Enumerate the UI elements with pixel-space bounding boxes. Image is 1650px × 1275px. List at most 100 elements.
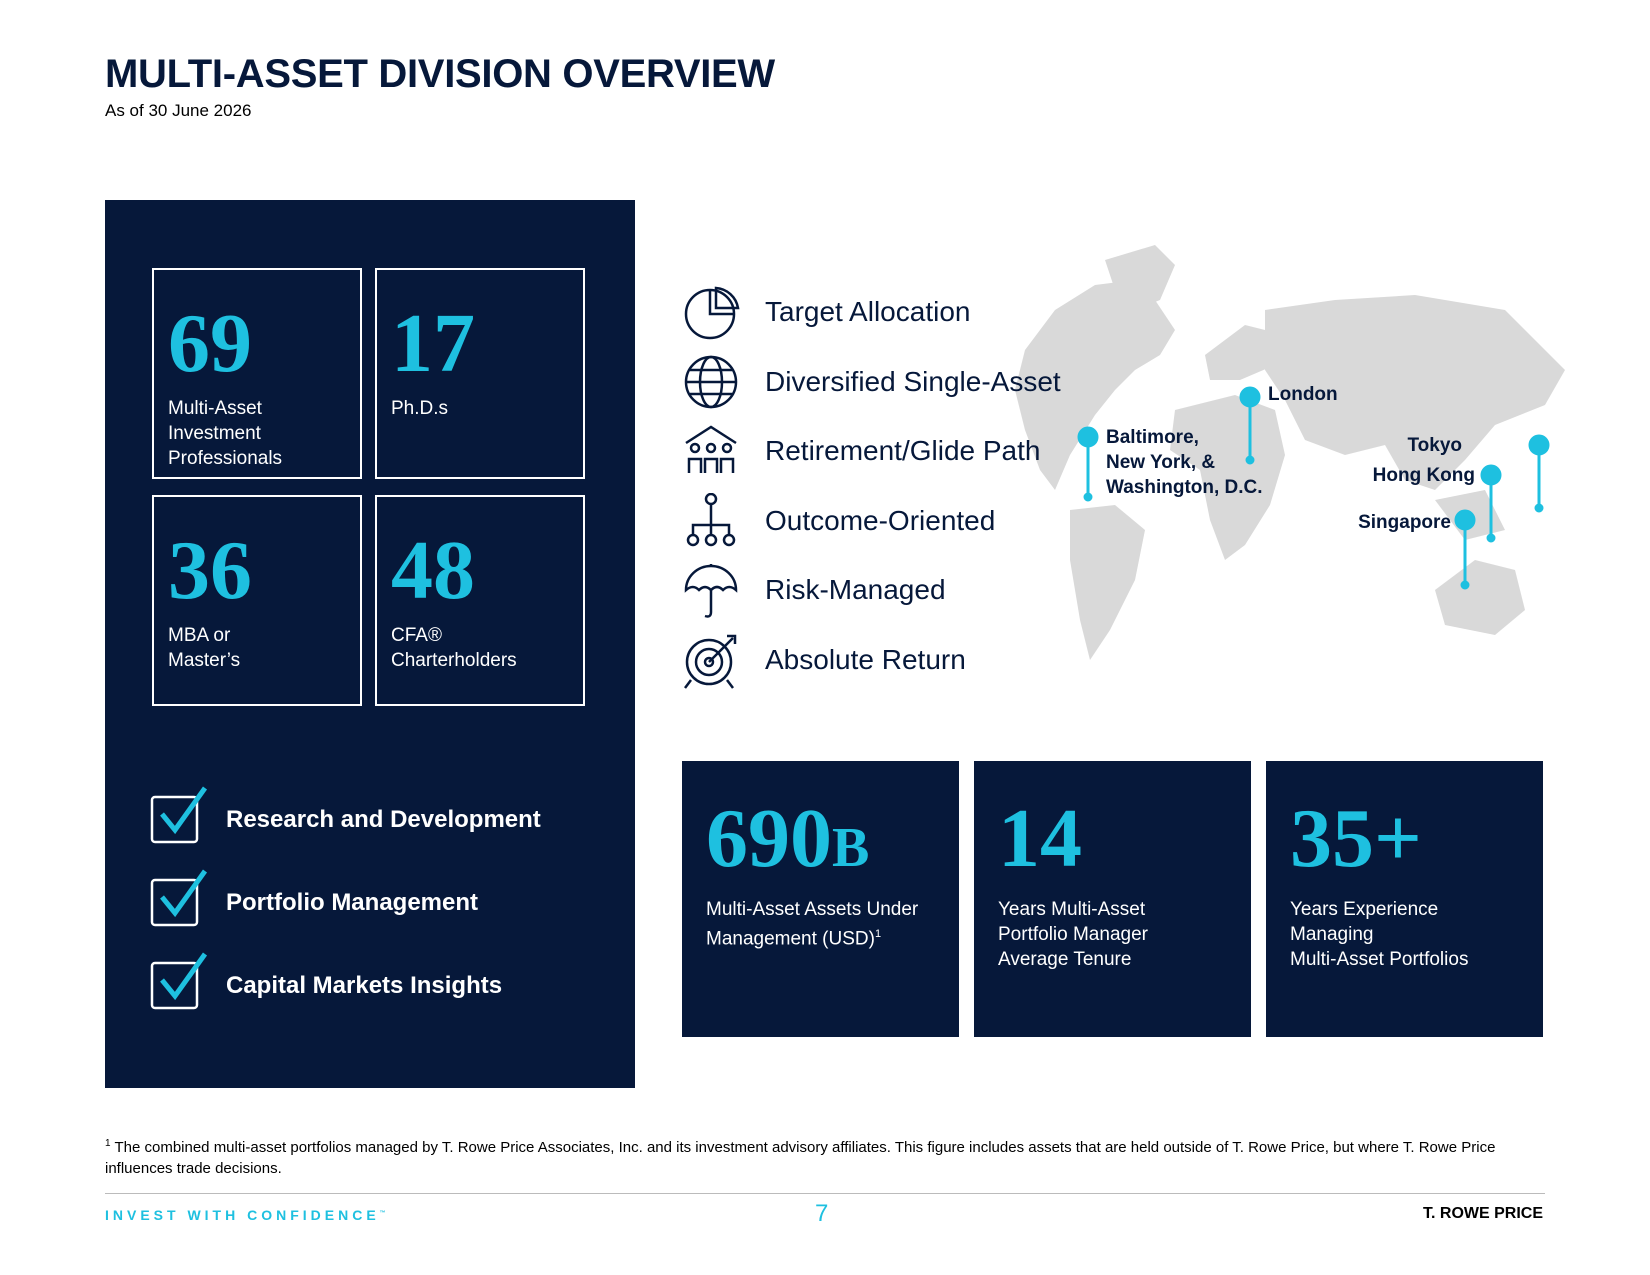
page-number: 7 — [815, 1200, 829, 1227]
stats-panel — [105, 200, 635, 1088]
location-label: Baltimore, New York, & Washington, D.C. — [1106, 425, 1263, 500]
label-line: Master’s — [168, 650, 241, 671]
stat-label: Ph.D.s — [391, 396, 448, 421]
strategy-icon — [684, 286, 740, 340]
strategy-icon — [686, 492, 736, 546]
label-text: Years Experience — [1290, 899, 1439, 920]
kpi-suffix: B — [832, 817, 870, 879]
label-line: New York, & — [1106, 452, 1216, 473]
kpi-value: 14 — [998, 792, 1082, 885]
label-text: Years Multi-Asset — [998, 899, 1146, 920]
pin-foot — [1460, 580, 1470, 590]
pin-foot — [1534, 503, 1544, 513]
label-line: Investment — [168, 423, 261, 444]
label-text: Average Tenure — [998, 949, 1132, 970]
strategy: Risk-Managed — [765, 574, 946, 605]
strategy: Diversified Single-Asset — [765, 365, 1061, 397]
strategy-icon — [684, 634, 737, 689]
label-line: Baltimore, — [1106, 427, 1199, 448]
label-line: Hong Kong — [1372, 465, 1475, 486]
check-icon — [150, 869, 208, 927]
kpi-value: 690 — [706, 792, 832, 885]
pin-foot — [1486, 533, 1496, 543]
pin — [1528, 434, 1550, 456]
trademark: ™ — [379, 1210, 386, 1217]
brand: T. ROWE PRICE — [1423, 1205, 1544, 1222]
pin — [1454, 509, 1476, 531]
north-america — [1015, 280, 1175, 490]
label-line: Multi-Asset Portfolios — [1290, 947, 1468, 972]
strategy-icon — [685, 425, 737, 473]
label-text: Managing — [1290, 924, 1374, 945]
stat-label: MBA or Master’s — [168, 623, 240, 673]
label-line: Managing — [1290, 922, 1468, 947]
strategy: Absolute Return — [765, 643, 966, 675]
kpi-value: 35+ — [1290, 792, 1422, 885]
label-line: Washington, D.C. — [1106, 477, 1263, 498]
strategy: Target Allocation — [765, 296, 971, 327]
kpi-box: 35+ Years Experience Managing Multi-Asset P… — [1266, 761, 1543, 1037]
stat-number: 17 — [391, 297, 475, 390]
location-label: Tokyo — [1407, 433, 1462, 458]
kpi-label: Years Multi-Asset Portfolio Manager Averag… — [998, 897, 1148, 972]
kpi-number: 690B — [706, 797, 869, 881]
label-line: CFA® — [391, 625, 442, 646]
label-text: Multi-Asset Portfolios — [1290, 949, 1469, 970]
label-text: Multi-Asset Assets Under — [706, 899, 919, 920]
pin-foot — [1083, 492, 1093, 502]
stat-box: 36 MBA or Master’s — [152, 495, 362, 706]
stat-label: Multi-Asset Investment Professionals — [168, 396, 282, 471]
stat-number: 69 — [168, 297, 252, 390]
label-line: London — [1268, 384, 1338, 405]
stat-box: 17 Ph.D.s — [375, 268, 585, 479]
australia — [1435, 560, 1525, 635]
asia — [1265, 295, 1565, 490]
label-line: Multi-Asset Assets Under — [706, 897, 918, 922]
label-line: Years Multi-Asset — [998, 897, 1148, 922]
check-icon — [150, 786, 208, 844]
footnote-text: The combined multi-asset portfolios mana… — [105, 1139, 1496, 1177]
location-label: Hong Kong — [1373, 463, 1475, 488]
footnote-marker: 1 — [105, 1138, 111, 1149]
pin — [1480, 464, 1502, 486]
capability: Research and Development — [226, 806, 541, 833]
pin — [1239, 386, 1261, 408]
location-label: Singapore — [1358, 510, 1451, 535]
strategy: Outcome-Oriented — [765, 504, 996, 536]
tagline: INVEST WITH CONFIDENCE™ — [105, 1207, 386, 1223]
pin — [1077, 426, 1099, 448]
label-line: Professionals — [168, 448, 283, 469]
label-text: Portfolio Manager — [998, 924, 1148, 945]
kpi-label: Years Experience Managing Multi-Asset Port… — [1290, 897, 1468, 972]
strategy-icon — [684, 564, 738, 618]
label-line: Years Experience — [1290, 897, 1468, 922]
subtitle: As of 30 June 2026 — [105, 101, 252, 120]
capability: Portfolio Management — [226, 889, 479, 916]
kpi-number: 35+ — [1290, 797, 1422, 881]
africa — [1170, 395, 1285, 560]
label-line: Average Tenure — [998, 947, 1148, 972]
label-line: Management (USD)1 — [706, 922, 918, 951]
stat-box: 48 CFA® Charterholders — [375, 495, 585, 706]
label-line: Charterholders — [391, 650, 517, 671]
stat-number: 48 — [391, 524, 475, 617]
strategy-icon — [684, 355, 738, 408]
pin-foot — [1245, 455, 1255, 465]
check-icon — [150, 952, 208, 1010]
footer-rule — [105, 1193, 1545, 1194]
world-map — [1015, 245, 1565, 660]
kpi-box: 14 Years Multi-Asset Portfolio Manager Aver… — [974, 761, 1251, 1037]
strategy: Retirement/Glide Path — [765, 435, 1041, 466]
label-text: Management (USD) — [706, 928, 875, 950]
tagline-text: INVEST WITH CONFIDENCE — [105, 1207, 380, 1223]
location-label: London — [1268, 382, 1338, 407]
label-line: Tokyo — [1407, 435, 1462, 456]
label-line: MBA or — [168, 625, 231, 646]
label-line: Multi-Asset — [168, 398, 262, 419]
kpi-box: 690B Multi-Asset Assets Under Management (… — [682, 761, 959, 1037]
kpi-label: Multi-Asset Assets Under Management (USD)… — [706, 897, 918, 951]
footnote-ref: 1 — [874, 928, 882, 940]
label-line: Portfolio Manager — [998, 922, 1148, 947]
